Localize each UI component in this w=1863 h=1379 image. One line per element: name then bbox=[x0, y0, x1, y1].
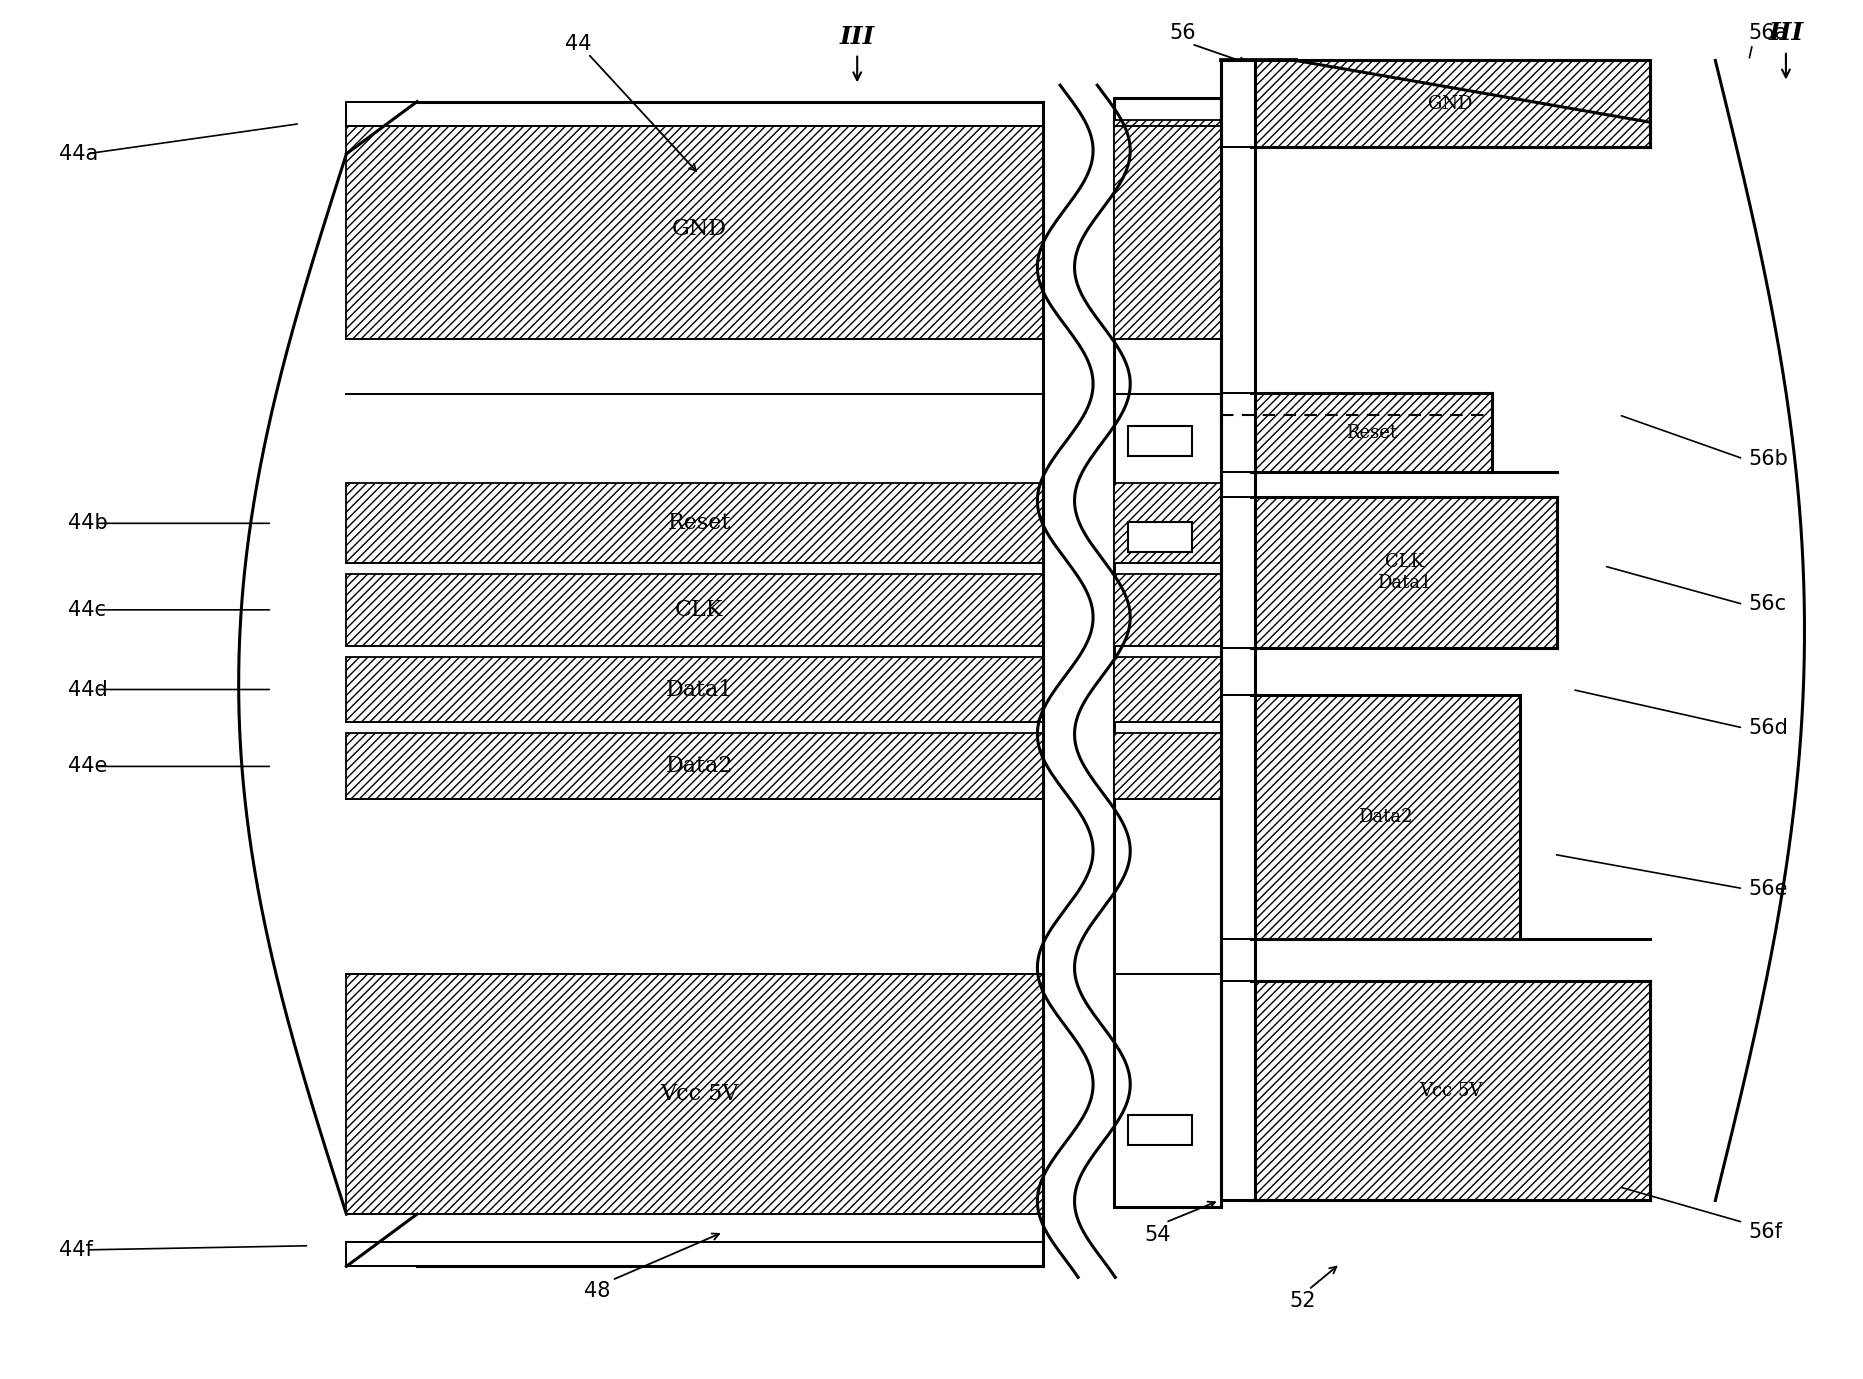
Bar bbox=[1129, 1116, 1192, 1146]
Text: Data2: Data2 bbox=[665, 756, 732, 778]
Bar bbox=[1114, 98, 1222, 1207]
Text: Reset: Reset bbox=[1347, 423, 1397, 441]
Text: CLK
Data1: CLK Data1 bbox=[1377, 553, 1431, 592]
Bar bbox=[347, 656, 1043, 723]
Bar bbox=[347, 974, 1043, 1214]
Bar bbox=[1114, 656, 1222, 723]
Text: III: III bbox=[1768, 21, 1803, 46]
Bar bbox=[1250, 980, 1651, 1201]
Bar bbox=[347, 574, 1043, 645]
Text: 52: 52 bbox=[1289, 1291, 1317, 1310]
Bar bbox=[347, 120, 1043, 339]
Bar bbox=[347, 484, 1043, 563]
Text: 56a: 56a bbox=[1749, 23, 1788, 43]
Bar bbox=[1250, 61, 1651, 148]
Text: 44c: 44c bbox=[67, 600, 106, 619]
Text: GND: GND bbox=[1429, 95, 1474, 113]
Bar bbox=[1114, 734, 1222, 800]
Text: Reset: Reset bbox=[667, 513, 730, 534]
Bar bbox=[1222, 61, 1254, 1201]
Text: 44e: 44e bbox=[67, 757, 108, 776]
Text: 44a: 44a bbox=[58, 143, 97, 164]
Text: III: III bbox=[840, 25, 876, 50]
Text: 56e: 56e bbox=[1749, 878, 1788, 899]
Text: Vcc 5V: Vcc 5V bbox=[660, 1083, 738, 1105]
Text: 56c: 56c bbox=[1749, 594, 1787, 615]
Bar bbox=[1114, 484, 1222, 563]
Bar bbox=[347, 102, 1043, 127]
Text: 44: 44 bbox=[564, 34, 592, 54]
Text: 44f: 44f bbox=[58, 1240, 93, 1260]
Bar bbox=[347, 734, 1043, 800]
Bar bbox=[1114, 120, 1222, 339]
Bar bbox=[1129, 426, 1192, 456]
Text: GND: GND bbox=[673, 218, 727, 240]
Bar bbox=[1250, 498, 1557, 648]
Bar bbox=[347, 102, 1043, 1266]
Text: 54: 54 bbox=[1146, 1225, 1172, 1245]
Text: 56d: 56d bbox=[1749, 718, 1788, 738]
Text: 44d: 44d bbox=[67, 680, 108, 699]
Text: 48: 48 bbox=[583, 1281, 611, 1300]
Text: 44b: 44b bbox=[67, 513, 108, 534]
Text: 56b: 56b bbox=[1749, 448, 1788, 469]
Bar bbox=[1114, 574, 1222, 645]
Bar bbox=[1129, 521, 1192, 552]
Bar bbox=[1250, 393, 1492, 473]
Text: CLK: CLK bbox=[674, 598, 723, 621]
Bar bbox=[347, 1241, 1043, 1266]
Bar bbox=[1250, 695, 1520, 939]
Text: 56f: 56f bbox=[1749, 1222, 1783, 1242]
Text: 56: 56 bbox=[1168, 23, 1196, 43]
Text: Vcc 5V: Vcc 5V bbox=[1420, 1081, 1483, 1099]
Text: Data1: Data1 bbox=[665, 678, 732, 701]
Text: Data2: Data2 bbox=[1358, 808, 1412, 826]
